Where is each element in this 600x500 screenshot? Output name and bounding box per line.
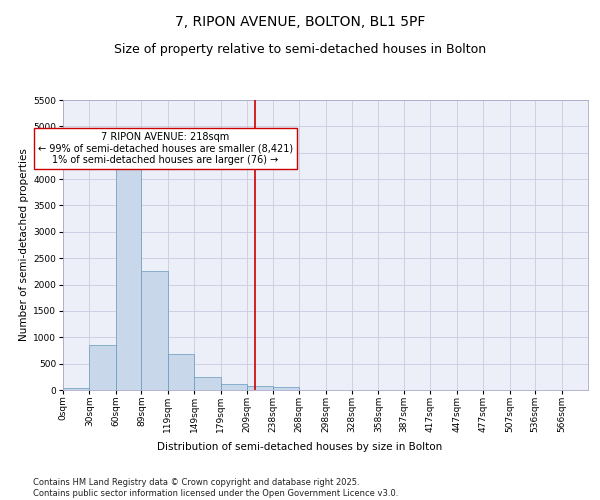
- Bar: [247, 386, 272, 390]
- Text: 7 RIPON AVENUE: 218sqm
← 99% of semi-detached houses are smaller (8,421)
1% of s: 7 RIPON AVENUE: 218sqm ← 99% of semi-det…: [38, 132, 293, 165]
- Text: Contains HM Land Registry data © Crown copyright and database right 2025.
Contai: Contains HM Land Registry data © Crown c…: [33, 478, 398, 498]
- Y-axis label: Number of semi-detached properties: Number of semi-detached properties: [19, 148, 29, 342]
- Text: Size of property relative to semi-detached houses in Bolton: Size of property relative to semi-detach…: [114, 42, 486, 56]
- Bar: [194, 378, 221, 390]
- Text: 7, RIPON AVENUE, BOLTON, BL1 5PF: 7, RIPON AVENUE, BOLTON, BL1 5PF: [175, 15, 425, 29]
- Bar: [168, 354, 194, 390]
- Bar: [89, 345, 116, 390]
- Bar: [221, 384, 247, 390]
- Bar: [63, 388, 89, 390]
- Bar: [142, 272, 168, 390]
- Bar: [272, 388, 299, 390]
- Bar: [116, 164, 142, 390]
- Text: Distribution of semi-detached houses by size in Bolton: Distribution of semi-detached houses by …: [157, 442, 443, 452]
